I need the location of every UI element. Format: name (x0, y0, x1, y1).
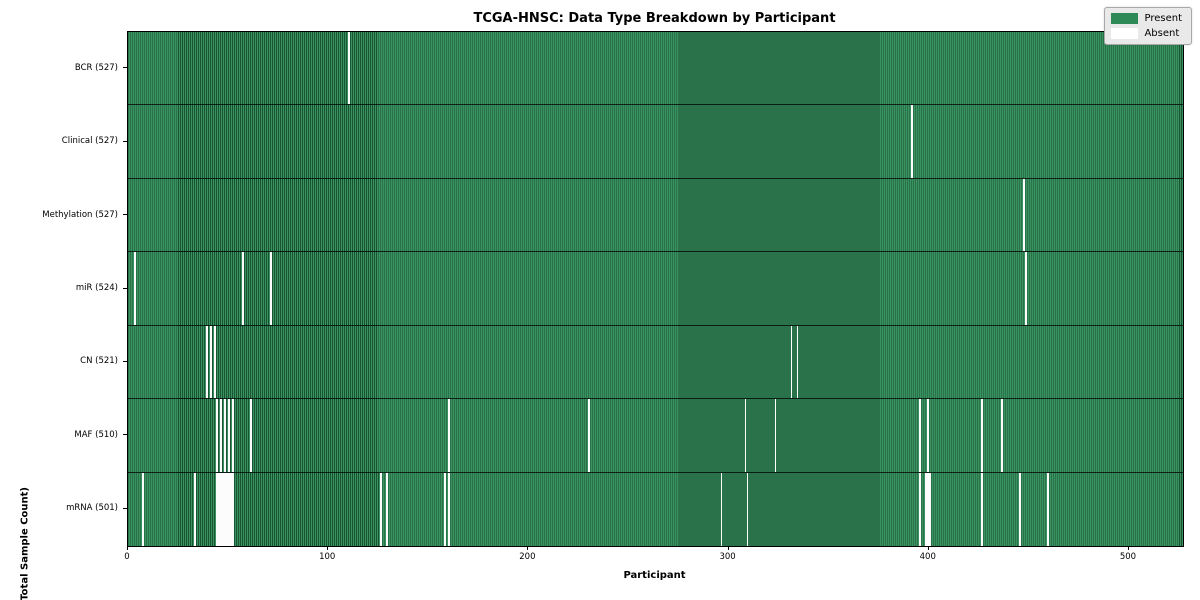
absent-mark (926, 472, 929, 546)
x-tick-label: 300 (719, 552, 736, 562)
y-tick-label: MAF (510) (74, 429, 118, 440)
absent-mark (924, 472, 927, 546)
absent-mark (230, 472, 232, 546)
x-tick-label: 400 (919, 552, 936, 562)
y-tick-mark (123, 434, 127, 436)
absent-mark (448, 472, 451, 546)
absent-mark (1000, 399, 1003, 472)
absent-mark (746, 472, 749, 546)
y-tick-label: mRNA (501) (66, 503, 118, 514)
absent-mark (1046, 472, 1049, 546)
heatmap-row (128, 105, 1183, 179)
legend: Present Absent (1104, 7, 1192, 45)
absent-mark (918, 472, 921, 546)
absent-mark (210, 325, 212, 399)
absent-mark (448, 399, 451, 472)
absent-mark (226, 472, 228, 546)
absent-mark (796, 325, 799, 399)
heatmap-row (128, 399, 1183, 473)
y-tick-mark (123, 507, 127, 509)
absent-mark (928, 472, 931, 546)
absent-mark (206, 325, 208, 399)
absent-mark (910, 105, 913, 178)
y-tick-label: Clinical (527) (61, 136, 118, 147)
absent-mark (232, 399, 234, 472)
absent-mark (242, 252, 244, 325)
legend-item-absent: Absent (1111, 28, 1182, 39)
absent-mark (228, 472, 230, 546)
x-tick-mark (327, 546, 329, 550)
absent-mark (918, 399, 921, 472)
heatmap-row (128, 32, 1183, 106)
y-tick-mark (123, 360, 127, 362)
heatmap-row (128, 472, 1183, 546)
absent-mark (980, 472, 983, 546)
absent-mark (224, 472, 226, 546)
absent-mark (720, 472, 723, 546)
absent-mark (220, 472, 222, 546)
y-tick-label: Methylation (527) (42, 209, 118, 220)
absent-mark (790, 325, 793, 399)
y-tick-mark (123, 140, 127, 142)
absent-mark (214, 325, 216, 399)
absent-mark (588, 399, 591, 472)
absent-mark (228, 399, 230, 472)
absent-mark (216, 472, 218, 546)
absent-mark (224, 399, 226, 472)
absent-mark (926, 399, 929, 472)
absent-mark (220, 399, 222, 472)
x-tick-mark (727, 546, 729, 550)
absent-mark (380, 472, 383, 546)
y-tick-label: CN (521) (80, 356, 118, 367)
legend-item-present: Present (1111, 13, 1182, 24)
legend-label: Present (1144, 13, 1182, 24)
x-axis-label: Participant (623, 570, 686, 581)
y-tick-mark (123, 287, 127, 289)
x-tick-mark (127, 546, 128, 550)
x-tick-label: 200 (519, 552, 536, 562)
absent-mark (348, 32, 350, 105)
absent-mark (444, 472, 447, 546)
y-tick-label: BCR (527) (74, 62, 118, 73)
absent-mark (1022, 178, 1025, 252)
absent-mark (194, 472, 196, 546)
present-swatch-icon (1111, 13, 1139, 24)
legend-label: Absent (1144, 28, 1180, 39)
y-axis-label: Data Type (Total Sample Count) (19, 486, 31, 600)
absent-mark (216, 399, 218, 472)
absent-mark (270, 252, 272, 325)
x-tick-label: 0 (124, 552, 130, 562)
absent-mark (774, 399, 777, 472)
absent-mark (222, 472, 224, 546)
heatmap-row (128, 252, 1183, 326)
x-tick-mark (527, 546, 529, 550)
absent-mark (218, 472, 220, 546)
absent-mark (1024, 252, 1027, 325)
absent-mark (744, 399, 747, 472)
absent-mark (250, 399, 252, 472)
absent-mark (1018, 472, 1021, 546)
chart-title: TCGA-HNSC: Data Type Breakdown by Partic… (473, 11, 836, 26)
heatmap-plot-area (127, 31, 1184, 547)
absent-mark (386, 472, 389, 546)
absent-mark (980, 399, 983, 472)
absent-mark (232, 472, 234, 546)
heatmap-row (128, 325, 1183, 400)
y-tick-mark (123, 214, 127, 216)
x-tick-label: 500 (1119, 552, 1137, 562)
y-tick-mark (123, 67, 127, 69)
x-tick-label: 100 (319, 552, 336, 562)
absent-swatch-icon (1111, 28, 1139, 39)
x-tick-mark (927, 546, 929, 550)
absent-mark (142, 472, 144, 546)
heatmap-row (128, 178, 1183, 253)
absent-mark (134, 252, 136, 325)
x-tick-mark (1127, 546, 1129, 550)
y-tick-label: miR (524) (75, 283, 118, 293)
